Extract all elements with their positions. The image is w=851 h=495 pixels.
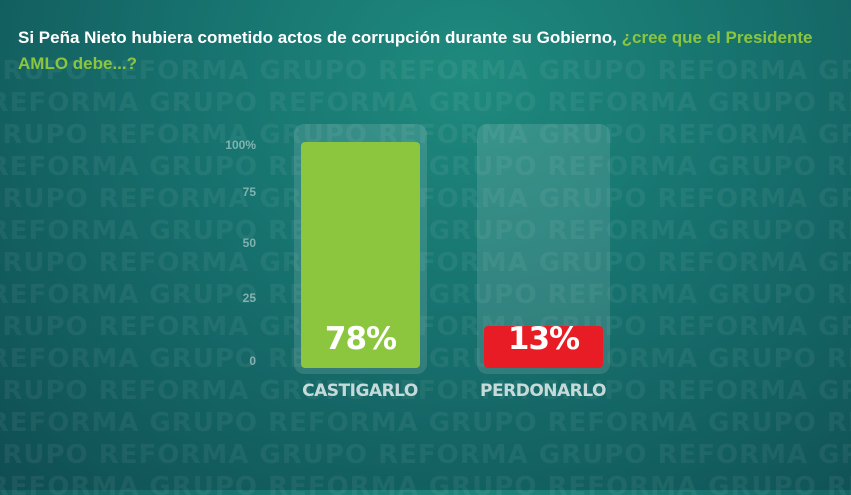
y-tick-25: 25	[242, 291, 256, 305]
watermark-row: GRUPO REFORMA GRUPO REFORMA GRUPO REFORM…	[0, 440, 851, 470]
bar-perdonarlo	[484, 326, 603, 368]
value-label-castigarlo: 78%	[324, 321, 397, 357]
y-tick-75: 75	[242, 185, 256, 199]
question-title: Si Peña Nieto hubiera cometido actos de …	[18, 25, 833, 77]
watermark-row: GRUPO REFORMA GRUPO REFORMA GRUPO REFORM…	[0, 408, 851, 438]
watermark-row: GRUPO REFORMA GRUPO REFORMA GRUPO REFORM…	[0, 472, 851, 495]
category-label-perdonarlo: PERDONARLO	[480, 381, 606, 401]
category-label-castigarlo: CASTIGARLO	[302, 381, 418, 401]
value-label-perdonarlo: 13%	[507, 321, 580, 357]
y-tick-50: 50	[242, 236, 256, 250]
question-accent-text: ¿cree que el Presidente AMLO debe...?	[18, 28, 813, 73]
question-main-text: Si Peña Nieto hubiera cometido actos de …	[18, 28, 622, 47]
y-tick-100: 100%	[225, 138, 256, 152]
bar-castigarlo	[301, 141, 420, 368]
y-tick-0: 0	[249, 354, 256, 368]
watermark-row: GRUPO REFORMA GRUPO REFORMA GRUPO REFORM…	[0, 88, 851, 118]
